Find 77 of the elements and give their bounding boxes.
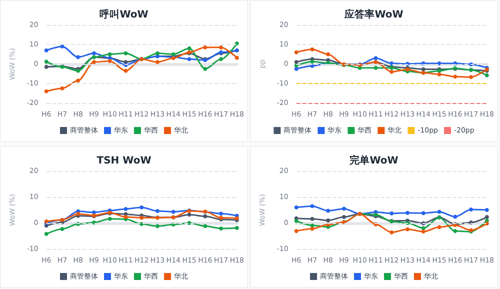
- point: [326, 208, 330, 212]
- point: [310, 226, 314, 230]
- point: [406, 226, 410, 231]
- point: [342, 214, 346, 219]
- point: [437, 209, 442, 214]
- point: [140, 204, 144, 209]
- point: [60, 44, 64, 48]
- point: [310, 60, 314, 64]
- point: [294, 66, 298, 71]
- point: [234, 56, 239, 60]
- point: [406, 210, 410, 214]
- point: [156, 224, 160, 228]
- point: [294, 50, 298, 54]
- point: [203, 214, 208, 218]
- point: [390, 230, 394, 234]
- point: [108, 52, 112, 56]
- point: [44, 48, 48, 52]
- point: [171, 209, 176, 214]
- point: [140, 215, 144, 220]
- point: [203, 45, 208, 50]
- point: [421, 226, 426, 230]
- point: [484, 208, 489, 212]
- point: [326, 52, 330, 56]
- point: [219, 211, 224, 216]
- point: [374, 66, 378, 70]
- point: [294, 228, 298, 233]
- point: [187, 212, 192, 216]
- point: [234, 225, 239, 230]
- point: [421, 229, 426, 234]
- point: [469, 75, 474, 80]
- point: [203, 66, 208, 71]
- point: [187, 46, 192, 50]
- point: [44, 231, 48, 236]
- point: [310, 216, 314, 220]
- point: [326, 218, 330, 222]
- point: [453, 214, 458, 218]
- point: [437, 72, 442, 76]
- point: [124, 51, 128, 56]
- point: [44, 60, 48, 64]
- point: [294, 60, 298, 64]
- point: [310, 47, 314, 52]
- point: [76, 78, 80, 83]
- point: [390, 210, 394, 215]
- point: [453, 228, 458, 233]
- point: [108, 59, 112, 64]
- point: [156, 60, 160, 64]
- point: [203, 224, 208, 228]
- point: [44, 89, 48, 94]
- point: [437, 224, 442, 229]
- point: [76, 55, 80, 60]
- point: [374, 56, 378, 60]
- point: [294, 218, 298, 222]
- point: [390, 70, 394, 74]
- chart-title: 呼叫WoW: [100, 8, 148, 20]
- chart-title: 应答率WoW: [344, 8, 404, 20]
- point: [92, 60, 96, 64]
- point: [156, 51, 160, 56]
- point: [108, 216, 112, 220]
- point: [156, 208, 160, 213]
- point: [421, 210, 426, 215]
- point: [453, 74, 458, 79]
- point: [484, 214, 489, 219]
- point: [219, 57, 224, 62]
- point: [124, 68, 128, 73]
- point: [92, 51, 96, 56]
- point: [294, 204, 298, 209]
- point: [342, 206, 346, 210]
- chart-title: TSH WoW: [96, 155, 152, 166]
- point: [60, 86, 64, 90]
- point: [484, 73, 489, 78]
- point: [44, 64, 48, 69]
- point: [310, 204, 314, 208]
- point: [219, 45, 224, 50]
- chart-title: 完单WoW: [350, 154, 398, 166]
- point: [421, 67, 426, 72]
- point: [234, 42, 239, 46]
- point: [187, 57, 192, 62]
